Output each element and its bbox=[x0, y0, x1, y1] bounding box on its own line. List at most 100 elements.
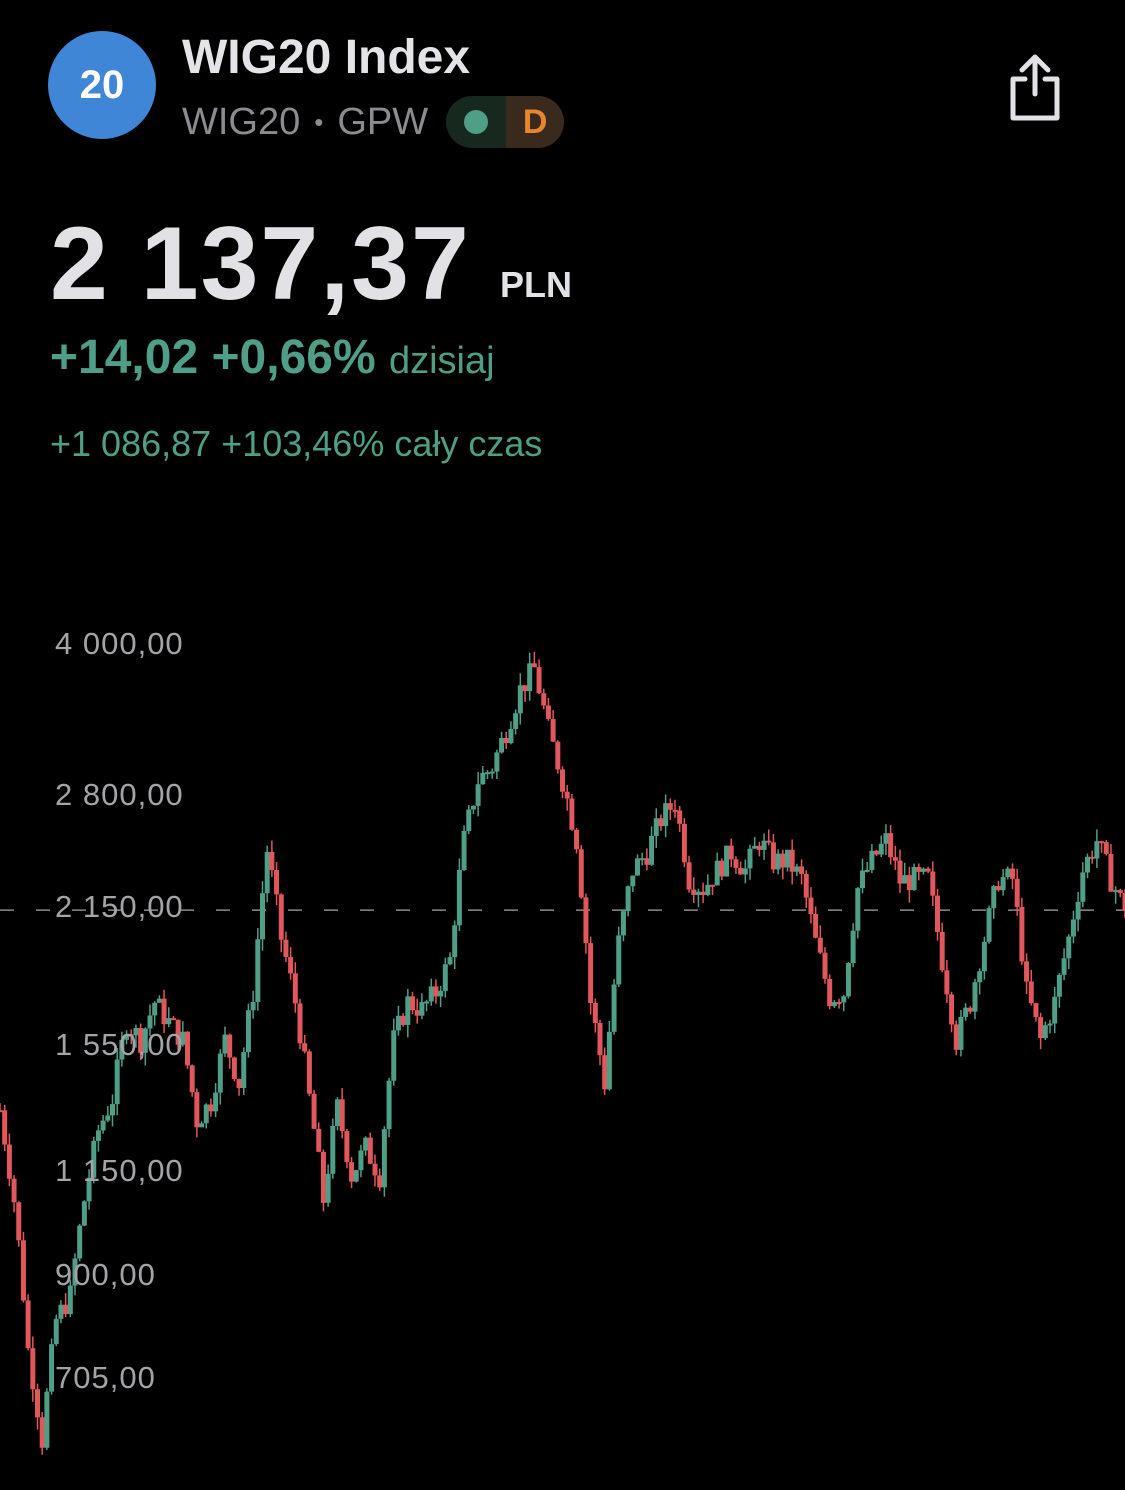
candle-body bbox=[644, 858, 650, 865]
candle bbox=[897, 849, 903, 893]
candle bbox=[358, 1144, 364, 1178]
candle-body bbox=[353, 1170, 359, 1182]
candle bbox=[72, 1253, 78, 1296]
candle bbox=[142, 1027, 148, 1066]
candle bbox=[888, 824, 894, 865]
candle bbox=[653, 808, 659, 848]
candle bbox=[695, 888, 701, 908]
candle bbox=[222, 1026, 228, 1057]
candle-body bbox=[667, 803, 673, 810]
candle bbox=[517, 673, 523, 725]
candle bbox=[620, 909, 626, 942]
candle-body bbox=[672, 809, 678, 812]
candle-body bbox=[874, 850, 880, 855]
candle bbox=[728, 838, 734, 868]
candle bbox=[1056, 973, 1062, 1008]
candle-body bbox=[916, 866, 922, 872]
candle bbox=[39, 1412, 45, 1455]
candle-body bbox=[53, 1318, 59, 1345]
candle-body bbox=[335, 1099, 340, 1127]
share-button[interactable] bbox=[1005, 52, 1065, 122]
candle-body bbox=[152, 1002, 158, 1016]
candle bbox=[288, 947, 294, 980]
candle bbox=[480, 766, 486, 785]
candle bbox=[260, 881, 265, 951]
candle bbox=[508, 721, 514, 745]
candle bbox=[6, 1133, 12, 1187]
candle bbox=[541, 688, 547, 710]
candle bbox=[1047, 1019, 1053, 1034]
candle bbox=[831, 999, 837, 1009]
candle bbox=[935, 888, 940, 941]
candle bbox=[128, 1029, 134, 1045]
candle-body bbox=[433, 986, 439, 997]
candle-body bbox=[424, 1001, 430, 1004]
candle bbox=[569, 794, 575, 831]
candle-body bbox=[1014, 878, 1020, 907]
candle-body bbox=[789, 849, 795, 872]
market-status-badge[interactable]: D bbox=[446, 96, 565, 148]
candle bbox=[1014, 868, 1020, 916]
candle bbox=[789, 839, 795, 885]
candle bbox=[119, 1031, 125, 1067]
candle-body bbox=[2, 1110, 8, 1145]
candle bbox=[911, 863, 917, 891]
candle bbox=[424, 999, 430, 1012]
candle bbox=[991, 885, 997, 919]
candle bbox=[1070, 910, 1076, 944]
candle bbox=[363, 1136, 369, 1156]
candle-body bbox=[780, 853, 786, 868]
candle bbox=[710, 884, 715, 896]
candle-body bbox=[6, 1144, 12, 1179]
candle-body bbox=[981, 941, 987, 972]
candle bbox=[639, 852, 645, 866]
candle-body bbox=[114, 1059, 120, 1105]
candle-body bbox=[428, 986, 434, 1002]
candle bbox=[1028, 969, 1034, 1006]
candle bbox=[555, 740, 561, 774]
candle bbox=[185, 1031, 190, 1069]
y-tick-label: 1 150,00 bbox=[55, 1153, 184, 1189]
candle-body bbox=[949, 994, 955, 1025]
currency: PLN bbox=[500, 264, 572, 305]
candle bbox=[606, 1020, 612, 1091]
share-icon bbox=[1010, 54, 1060, 121]
ticker: WIG20 bbox=[182, 100, 301, 143]
candle bbox=[367, 1132, 373, 1165]
separator: • bbox=[314, 106, 324, 137]
candle-body bbox=[817, 937, 823, 953]
candle-body bbox=[1113, 889, 1119, 892]
candle-body bbox=[700, 891, 706, 896]
candle bbox=[2, 1104, 8, 1152]
candle bbox=[124, 1030, 130, 1045]
candle-body bbox=[367, 1137, 373, 1164]
candle-body bbox=[911, 866, 917, 891]
candle-body bbox=[813, 913, 819, 938]
candle-body bbox=[363, 1137, 369, 1151]
candle-body bbox=[35, 1389, 40, 1418]
price-chart[interactable] bbox=[0, 600, 1125, 1490]
day-change: +14,02 +0,66% dzisiaj bbox=[50, 330, 495, 385]
candle bbox=[283, 931, 289, 963]
candle bbox=[349, 1157, 355, 1189]
candle-body bbox=[939, 931, 945, 971]
candle bbox=[1108, 843, 1114, 892]
candle bbox=[1099, 840, 1105, 853]
all-change-label: cały czas bbox=[394, 423, 543, 464]
candle bbox=[189, 1064, 195, 1097]
candle-body bbox=[419, 1002, 425, 1016]
candle bbox=[1019, 897, 1025, 965]
candle bbox=[995, 880, 1001, 892]
candle bbox=[245, 1003, 251, 1058]
day-change-label: dzisiaj bbox=[388, 340, 495, 382]
candle bbox=[667, 798, 673, 820]
candle-body bbox=[105, 1115, 111, 1121]
candle bbox=[194, 1088, 200, 1138]
candle-body bbox=[620, 911, 626, 936]
candle bbox=[1094, 829, 1100, 868]
candle-body bbox=[986, 908, 992, 942]
candle bbox=[949, 991, 955, 1033]
candle-body bbox=[1005, 868, 1011, 878]
candle bbox=[522, 685, 528, 702]
candle-body bbox=[494, 752, 500, 772]
